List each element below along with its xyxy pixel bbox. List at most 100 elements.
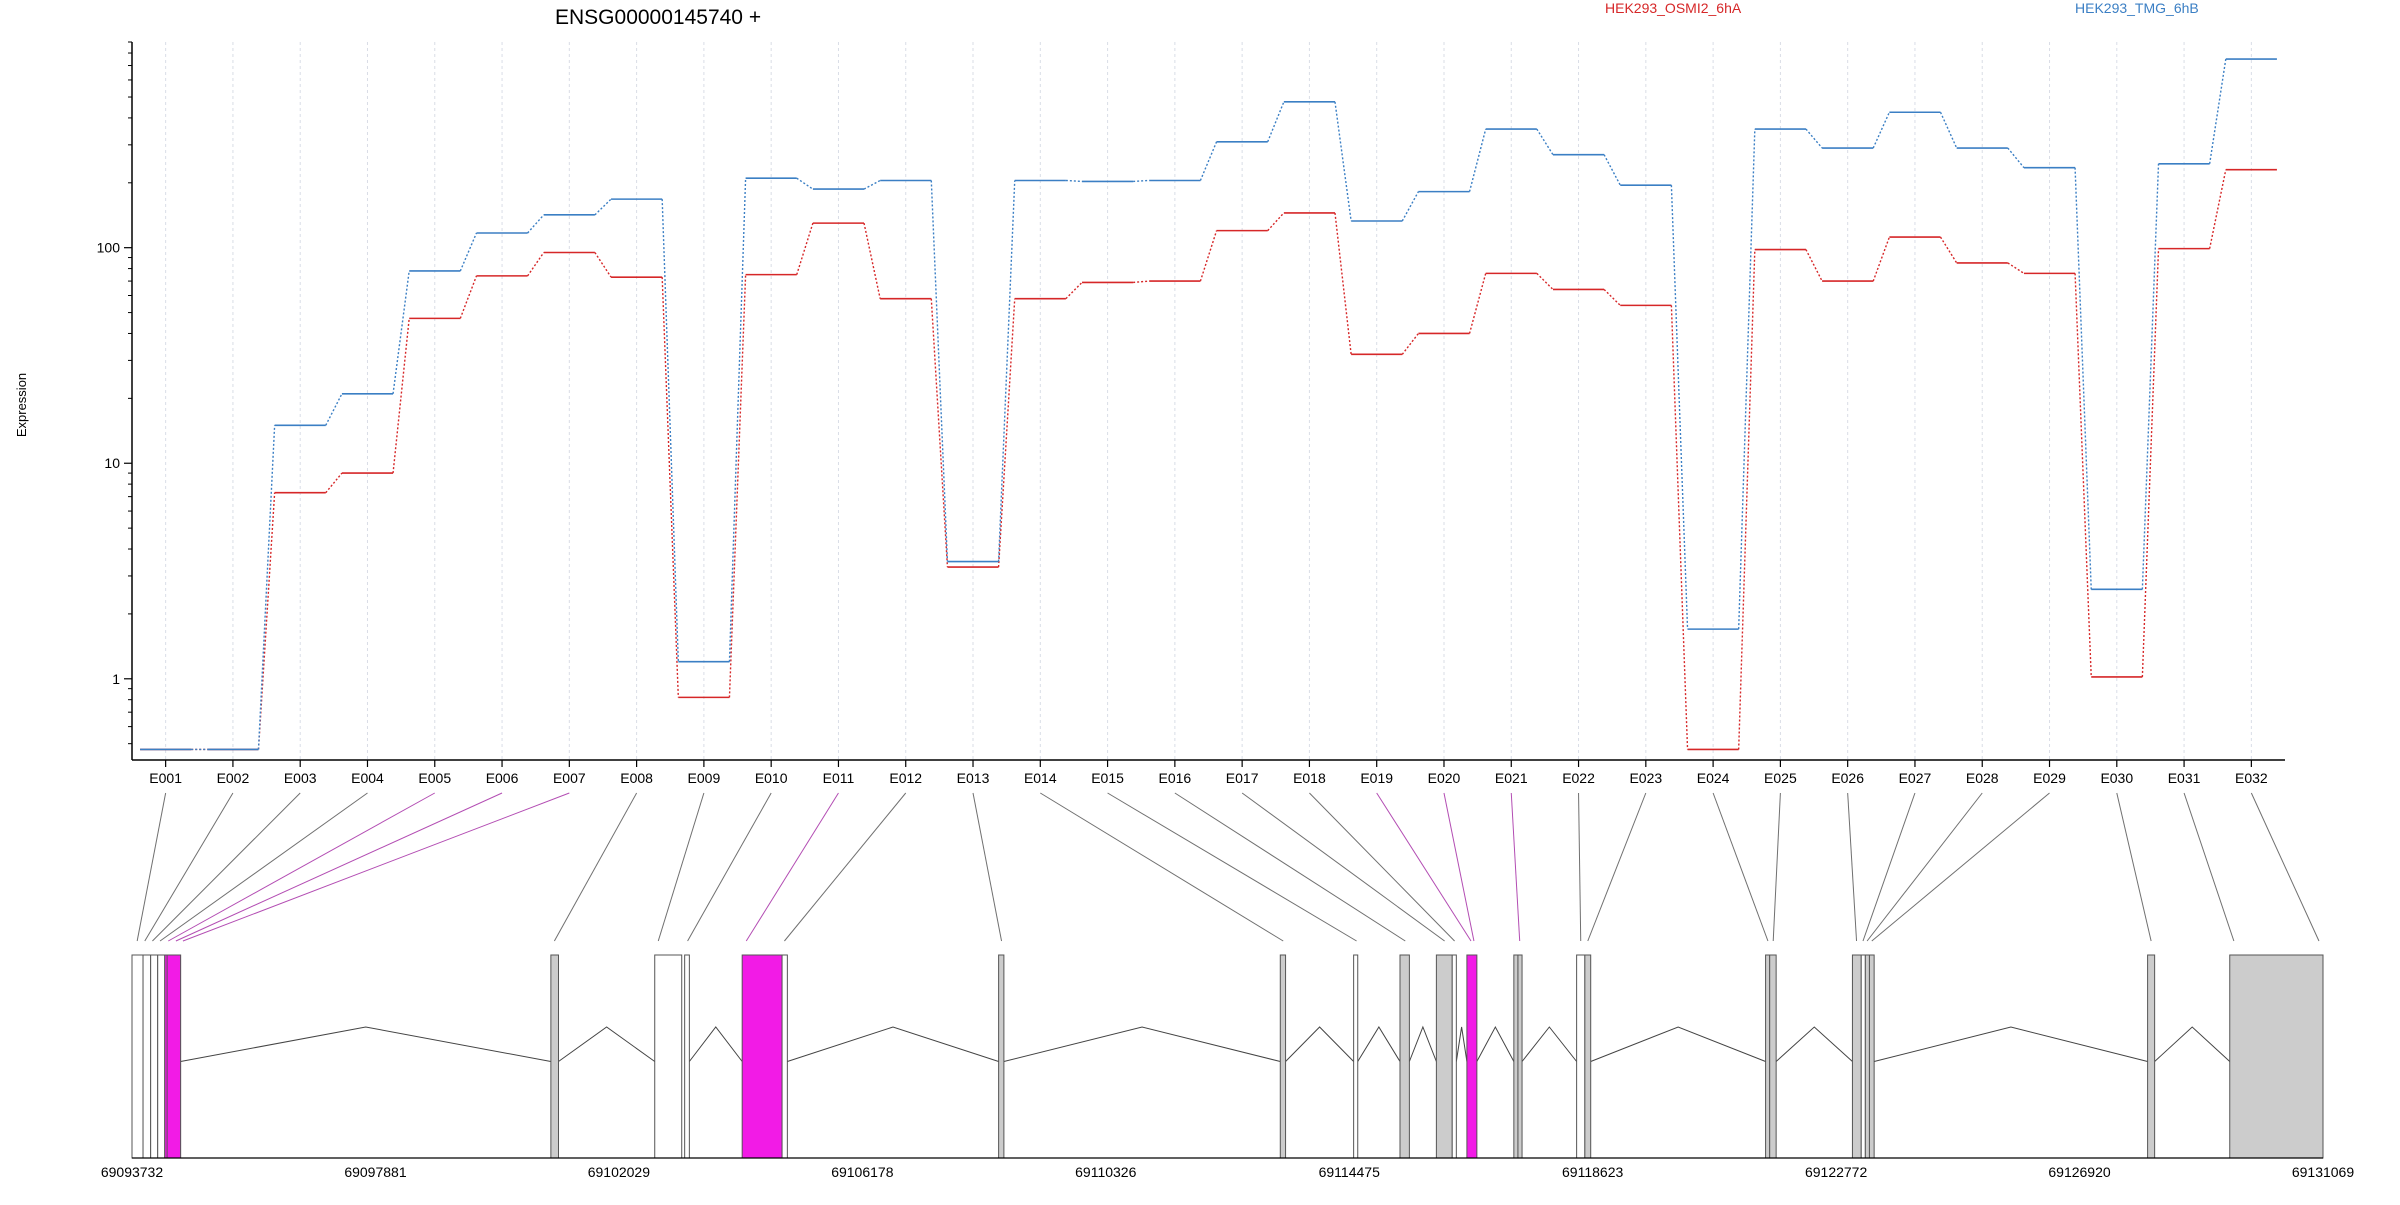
series-step-E031 <box>2208 58 2227 164</box>
intron-E014-E015 <box>1285 1026 1354 1062</box>
series-step-E026 <box>1872 111 1891 149</box>
legend-entry-tmg: HEK293_TMG_6hB <box>2075 0 2199 16</box>
series-step-E011 <box>863 179 881 190</box>
connector-E031 <box>2183 792 2235 942</box>
coordinate-tick-label-69106178: 69106178 <box>831 1164 894 1180</box>
series-step-E008 <box>661 277 680 698</box>
intron-E019-E020 <box>1476 1025 1515 1062</box>
x-tick-label-E002: E002 <box>217 770 250 786</box>
connector-E019 <box>1376 792 1472 942</box>
x-tick-label-E007: E007 <box>553 770 586 786</box>
series-step-E017 <box>1267 212 1285 232</box>
coordinate-tick-label-69131069: 69131069 <box>2292 1164 2355 1180</box>
x-tick-label-E023: E023 <box>1629 770 1662 786</box>
series-step-E030 <box>2141 248 2160 677</box>
series-step-E025 <box>1805 249 1823 282</box>
series-step-E013 <box>997 298 1016 568</box>
exon-E008 <box>550 954 559 1159</box>
exon-E023 <box>1584 954 1592 1159</box>
connector-E017 <box>1241 792 1445 942</box>
series-step-E017 <box>1267 101 1285 143</box>
series-step-E004 <box>392 318 410 474</box>
series-step-E025 <box>1805 128 1823 149</box>
x-tick-label-E008: E008 <box>620 770 653 786</box>
coordinate-tick-label-69097881: 69097881 <box>344 1164 407 1180</box>
series-step-E023 <box>1670 305 1689 750</box>
intron-E012-E013 <box>787 1026 999 1062</box>
x-tick-label-E014: E014 <box>1024 770 1057 786</box>
connector-E028 <box>1866 792 1983 942</box>
coordinate-tick-label-69126920: 69126920 <box>2048 1164 2111 1180</box>
y-tick-label-1: 1 <box>112 671 120 687</box>
connector-E030 <box>2116 792 2152 942</box>
intron-E010-E011 <box>688 1026 743 1062</box>
x-tick-label-E013: E013 <box>957 770 990 786</box>
connector-E006 <box>175 792 503 942</box>
x-tick-label-E018: E018 <box>1293 770 1326 786</box>
x-tick-label-E030: E030 <box>2100 770 2133 786</box>
series-step-E024 <box>1737 129 1756 630</box>
exon-E012 <box>781 954 788 1159</box>
exon-E030 <box>2147 954 2156 1159</box>
series-step-E008 <box>661 199 680 662</box>
connector-E016 <box>1174 792 1406 942</box>
series-step-E016 <box>1199 230 1218 282</box>
series-step-E028 <box>2007 262 2025 274</box>
gene-model-layer <box>131 954 2324 1159</box>
series-step-E022 <box>1603 288 1621 306</box>
intron-E029-E030 <box>1874 1026 2148 1062</box>
intron-E013-E014 <box>1003 1026 1281 1062</box>
intron-E008-E009 <box>558 1026 656 1062</box>
connector-E024 <box>1712 792 1769 942</box>
x-tick-label-E032: E032 <box>2235 770 2268 786</box>
connector-E010 <box>687 792 772 942</box>
intron-E021-E022 <box>1521 1026 1578 1062</box>
exon-E020 <box>1513 954 1519 1159</box>
series-step-E010 <box>796 177 814 190</box>
series-HEK293_OSMI2_6hA <box>140 168 2277 751</box>
series-step-E012 <box>930 180 949 562</box>
x-tick-label-E016: E016 <box>1159 770 1192 786</box>
series-step-E021 <box>1536 128 1554 156</box>
coordinate-tick-label-69093732: 69093732 <box>101 1164 164 1180</box>
coordinate-tick-label-69110326: 69110326 <box>1075 1164 1136 1180</box>
exon-E021 <box>1517 954 1523 1159</box>
intron-E025-E026 <box>1775 1026 1853 1062</box>
x-tick-label-E009: E009 <box>688 770 721 786</box>
exon-E024 <box>1765 954 1771 1159</box>
series-step-E009 <box>728 274 747 698</box>
x-tick-label-E020: E020 <box>1428 770 1461 786</box>
series-step-E026 <box>1872 236 1891 282</box>
connector-E029 <box>1871 792 2050 942</box>
series-step-E018 <box>1334 101 1352 222</box>
x-tick-label-E025: E025 <box>1764 770 1797 786</box>
coordinate-tick-label-69114475: 69114475 <box>1319 1164 1380 1180</box>
series-step-E006 <box>527 214 545 234</box>
exon-E027 <box>1860 954 1866 1159</box>
grid-layer <box>165 42 2252 760</box>
exon-E003 <box>150 954 159 1159</box>
x-tick-label-E027: E027 <box>1899 770 1932 786</box>
connector-E027 <box>1862 792 1916 942</box>
series-step-E002 <box>257 492 276 750</box>
x-tick-label-E003: E003 <box>284 770 317 786</box>
chart-title: ENSG00000145740 + <box>555 6 761 29</box>
series-step-E023 <box>1670 185 1689 630</box>
x-tick-label-E022: E022 <box>1562 770 1595 786</box>
x-tick-label-E004: E004 <box>351 770 384 786</box>
series-step-E019 <box>1401 191 1420 222</box>
series-step-E027 <box>1939 236 1958 264</box>
series-step-E028 <box>2007 147 2025 169</box>
series-step-E004 <box>392 270 410 394</box>
coordinate-tick-label-69122772: 69122772 <box>1805 1164 1868 1180</box>
series-step-E020 <box>1468 273 1487 334</box>
exon-E028 <box>1864 954 1870 1159</box>
exon-E014 <box>1279 954 1287 1159</box>
series-step-E013 <box>997 180 1016 562</box>
intron-E015-E016 <box>1357 1026 1401 1062</box>
x-tick-label-E026: E026 <box>1831 770 1864 786</box>
exon-E013 <box>998 954 1005 1159</box>
x-tick-label-E019: E019 <box>1360 770 1393 786</box>
series-step-E029 <box>2074 273 2092 677</box>
